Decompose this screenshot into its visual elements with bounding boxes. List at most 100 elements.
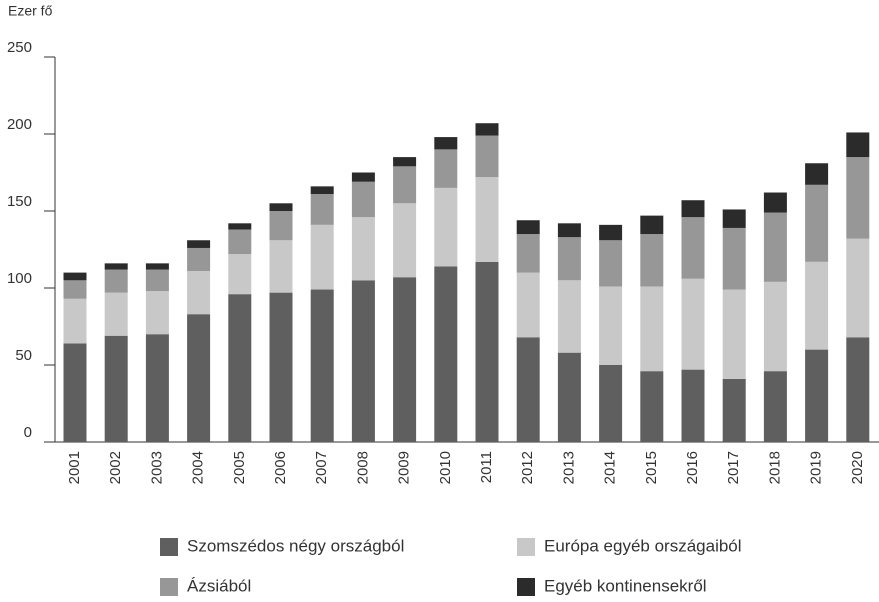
x-tick-label: 2015 xyxy=(643,451,660,484)
bar-segment xyxy=(475,135,499,178)
x-tick-label: 2013 xyxy=(560,451,577,484)
legend-label: Európa egyéb országaiból xyxy=(544,536,742,555)
bar-segment xyxy=(805,261,829,350)
bar-segment xyxy=(269,240,293,293)
bar-segment xyxy=(722,227,746,290)
bar-segment xyxy=(846,132,870,158)
y-tick-label: 100 xyxy=(7,270,32,287)
bar-segment xyxy=(310,224,334,290)
bar-segment xyxy=(351,280,375,442)
bar-segment xyxy=(269,211,293,241)
legend-swatch xyxy=(160,538,178,556)
bar-segment xyxy=(187,314,211,442)
x-tick-label: 2017 xyxy=(725,451,742,484)
bar-segment xyxy=(557,280,581,353)
bar-segment xyxy=(310,186,334,195)
bar-segment xyxy=(681,278,705,370)
bar-segment xyxy=(722,378,746,442)
bar-segment xyxy=(145,263,169,270)
bar-segment xyxy=(145,269,169,292)
bar-segment xyxy=(393,203,417,278)
bar-segment xyxy=(763,192,787,213)
bar-segment xyxy=(763,281,787,372)
bar-segment xyxy=(63,343,87,442)
bar-segment xyxy=(516,220,540,235)
bar-segment xyxy=(269,203,293,211)
bar-segment xyxy=(557,352,581,442)
x-tick-label: 2002 xyxy=(107,451,124,484)
bar-segment xyxy=(846,238,870,338)
bar-segment xyxy=(475,261,499,442)
x-tick-label: 2010 xyxy=(437,451,454,484)
bar-segment xyxy=(351,217,375,281)
x-tick-label: 2012 xyxy=(519,451,536,484)
bar-segment xyxy=(310,289,334,442)
bar-segment xyxy=(557,223,581,238)
x-tick-label: 2011 xyxy=(478,451,495,483)
bar-segment xyxy=(187,271,211,315)
bar-segment xyxy=(434,187,458,267)
bar-segment xyxy=(104,263,128,270)
bar-segment xyxy=(63,280,87,299)
bar-segment xyxy=(640,371,664,442)
bar-segment xyxy=(393,277,417,442)
bar-segment xyxy=(722,289,746,379)
bar-segment xyxy=(516,272,540,338)
bar-segment xyxy=(640,215,664,235)
x-tick-label: 2006 xyxy=(272,451,289,484)
x-tick-label: 2009 xyxy=(396,451,413,484)
bar-segment xyxy=(187,240,211,248)
y-tick-label: 0 xyxy=(24,424,32,441)
bar-segment xyxy=(434,137,458,150)
y-tick-label: 50 xyxy=(15,347,32,364)
bar-segment xyxy=(846,157,870,239)
legend-swatch xyxy=(517,578,535,596)
x-tick-label: 2016 xyxy=(684,451,701,484)
y-tick-label: 150 xyxy=(7,193,32,210)
bar-segment xyxy=(475,123,499,136)
bar-segment xyxy=(805,349,829,442)
bar-segment xyxy=(269,292,293,442)
bar-segment xyxy=(434,149,458,188)
bar-segment xyxy=(640,286,664,372)
legend-swatch xyxy=(517,538,535,556)
bar-segment xyxy=(763,371,787,442)
legend-swatch xyxy=(160,578,178,596)
bar-segment xyxy=(516,234,540,273)
bar-segment xyxy=(63,272,87,281)
bar-segment xyxy=(722,209,746,228)
bar-segment xyxy=(393,166,417,204)
bar-segment xyxy=(104,269,128,293)
bar-segment xyxy=(599,224,623,241)
legend-label: Szomszédos négy országból xyxy=(187,536,404,555)
bar-segment xyxy=(763,212,787,282)
bar-segment xyxy=(599,240,623,287)
bar-segment xyxy=(228,229,252,255)
bar-segment xyxy=(310,194,334,225)
bar-segment xyxy=(228,254,252,295)
x-tick-label: 2003 xyxy=(148,451,165,484)
bar-segment xyxy=(516,337,540,442)
x-tick-label: 2019 xyxy=(808,451,825,484)
bar-segment xyxy=(351,181,375,218)
bar-segment xyxy=(393,157,417,167)
y-tick-label: 200 xyxy=(7,116,32,133)
x-tick-label: 2018 xyxy=(766,451,783,484)
bar-segment xyxy=(145,291,169,335)
bar-segment xyxy=(846,337,870,442)
bar-segment xyxy=(681,217,705,279)
bar-segment xyxy=(63,298,87,344)
x-tick-label: 2008 xyxy=(354,451,371,484)
bar-segment xyxy=(681,200,705,218)
bar-segment xyxy=(104,292,128,336)
bar-segment xyxy=(557,237,581,281)
bar-segment xyxy=(228,294,252,442)
bar-segment xyxy=(599,286,623,365)
x-tick-label: 2014 xyxy=(602,451,619,484)
legend-label: Ázsiából xyxy=(187,576,251,595)
x-tick-label: 2004 xyxy=(190,451,207,484)
legend-label: Egyéb kontinensekről xyxy=(544,576,707,595)
bar-segment xyxy=(228,223,252,230)
x-tick-label: 2001 xyxy=(66,451,83,484)
